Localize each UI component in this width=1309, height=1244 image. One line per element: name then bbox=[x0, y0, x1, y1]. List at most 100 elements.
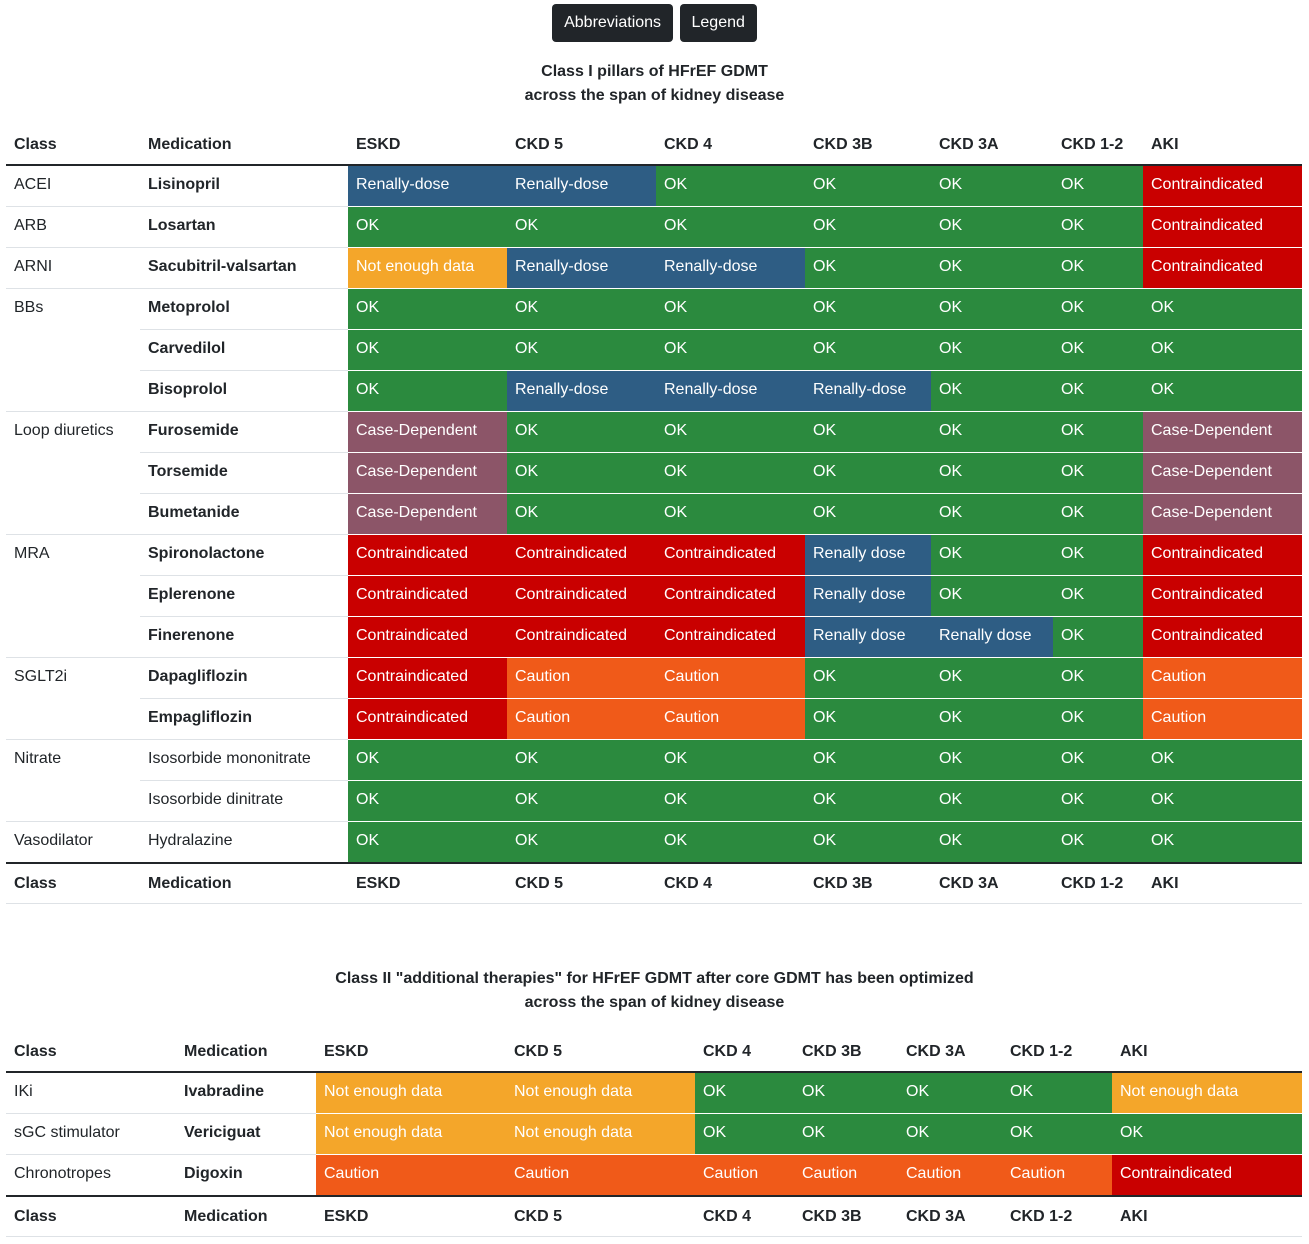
table1-title-line1: Class I pillars of HFrEF GDMT bbox=[541, 63, 768, 80]
status-cell-ckd-3a: OK bbox=[931, 206, 1053, 248]
status-cell-eskd: Contraindicated bbox=[348, 657, 507, 699]
status-cell-ckd-4: OK bbox=[656, 329, 805, 371]
class-cell: SGLT2i bbox=[14, 668, 68, 685]
status-cell-eskd: Not enough data bbox=[316, 1113, 506, 1155]
class-cell bbox=[6, 698, 140, 740]
status-cell-eskd: Caution bbox=[316, 1154, 506, 1197]
status-cell-aki: Contraindicated bbox=[1143, 616, 1302, 658]
status-cell-eskd: Case-Dependent bbox=[348, 411, 507, 453]
table2-title: Class II "additional therapies" for HFrE… bbox=[0, 967, 1309, 1015]
header-eskd: ESKD bbox=[348, 125, 507, 166]
table-row: ARNI Sacubitril-valsartan Not enough data R… bbox=[6, 247, 1302, 289]
table-row: Nitrate Isosorbide mononitrate OK OK OK OK OK O… bbox=[6, 739, 1302, 781]
status-cell-ckd-5: OK bbox=[507, 452, 656, 494]
status-cell-ckd-3a: Caution bbox=[898, 1154, 1002, 1197]
status-cell-ckd-3a: Renally dose bbox=[931, 616, 1053, 658]
footer-class: Class bbox=[6, 1195, 176, 1237]
status-cell-ckd-3a: OK bbox=[931, 329, 1053, 371]
footer-aki: AKI bbox=[1143, 862, 1302, 904]
class1-table: Class Medication ESKD CKD 5 CKD 4 CKD 3B CKD 3… bbox=[6, 125, 1302, 904]
status-cell-eskd: Contraindicated bbox=[348, 575, 507, 617]
header-aki: AKI bbox=[1112, 1032, 1302, 1073]
footer-medication: Medication bbox=[140, 862, 348, 904]
status-cell-ckd-3b: OK bbox=[805, 452, 931, 494]
table-row: IKi Ivabradine Not enough data Not enough d… bbox=[6, 1072, 1302, 1114]
toolbar: Abbreviations Legend bbox=[0, 0, 1309, 44]
medication-cell: Ivabradine bbox=[176, 1072, 316, 1114]
footer-ckd-3a: CKD 3A bbox=[898, 1195, 1002, 1237]
status-cell-ckd-3b: OK bbox=[794, 1072, 898, 1114]
medication-cell: Furosemide bbox=[140, 411, 348, 453]
status-cell-ckd-1-2: OK bbox=[1053, 247, 1143, 289]
footer-ckd-1-2: CKD 1-2 bbox=[1002, 1195, 1112, 1237]
status-cell-aki: OK bbox=[1143, 739, 1302, 781]
status-cell-ckd-3a: OK bbox=[931, 452, 1053, 494]
status-cell-ckd-3a: OK bbox=[931, 493, 1053, 535]
abbreviations-button[interactable]: Abbreviations bbox=[552, 4, 674, 42]
status-cell-ckd-1-2: OK bbox=[1053, 780, 1143, 822]
status-cell-ckd-3a: OK bbox=[931, 370, 1053, 412]
table-row: Finerenone Contraindicated Contraindicated… bbox=[6, 616, 1302, 658]
class-cell bbox=[6, 616, 140, 658]
status-cell-ckd-5: OK bbox=[507, 780, 656, 822]
status-cell-ckd-3a: OK bbox=[931, 657, 1053, 699]
table2-header-row: Class Medication ESKD CKD 5 CKD 4 CKD 3B CKD 3… bbox=[6, 1032, 1302, 1073]
status-cell-aki: Contraindicated bbox=[1143, 575, 1302, 617]
status-cell-ckd-3a: OK bbox=[931, 247, 1053, 289]
status-cell-eskd: OK bbox=[348, 739, 507, 781]
status-cell-ckd-3b: Caution bbox=[794, 1154, 898, 1197]
status-cell-ckd-5: Not enough data bbox=[506, 1113, 695, 1155]
status-cell-eskd: Case-Dependent bbox=[348, 493, 507, 535]
footer-ckd-3b: CKD 3B bbox=[805, 862, 931, 904]
table-row: Bumetanide Case-Dependent OK OK OK OK OK Case-D… bbox=[6, 493, 1302, 535]
status-cell-ckd-1-2: OK bbox=[1053, 165, 1143, 207]
header-aki: AKI bbox=[1143, 125, 1302, 166]
status-cell-ckd-3b: OK bbox=[805, 739, 931, 781]
table-row: BBs Metoprolol OK OK OK OK OK OK OK bbox=[6, 288, 1302, 330]
table2-body: IKi Ivabradine Not enough data Not enough d… bbox=[6, 1072, 1302, 1197]
status-cell-ckd-3b: OK bbox=[805, 329, 931, 371]
table1-title: Class I pillars of HFrEF GDMT across the… bbox=[0, 60, 1309, 108]
status-cell-ckd-3a: OK bbox=[931, 739, 1053, 781]
status-cell-ckd-3a: OK bbox=[931, 780, 1053, 822]
table-row: MRA Spironolactone Contraindicated Contrain… bbox=[6, 534, 1302, 576]
medication-cell: Eplerenone bbox=[140, 575, 348, 617]
status-cell-aki: OK bbox=[1112, 1113, 1302, 1155]
medication-cell: Isosorbide dinitrate bbox=[140, 780, 348, 822]
status-cell-ckd-5: Contraindicated bbox=[507, 616, 656, 658]
status-cell-aki: Contraindicated bbox=[1143, 247, 1302, 289]
table-row: sGC stimulator Vericiguat Not enough data N… bbox=[6, 1113, 1302, 1155]
table2-title-line1: Class II "additional therapies" for HFrE… bbox=[335, 970, 974, 987]
status-cell-ckd-1-2: Caution bbox=[1002, 1154, 1112, 1197]
footer-medication: Medication bbox=[176, 1195, 316, 1237]
status-cell-ckd-5: Contraindicated bbox=[507, 575, 656, 617]
status-cell-eskd: OK bbox=[348, 329, 507, 371]
class-cell bbox=[6, 780, 140, 822]
medication-cell: Lisinopril bbox=[140, 165, 348, 207]
status-cell-eskd: Contraindicated bbox=[348, 698, 507, 740]
status-cell-ckd-5: Caution bbox=[506, 1154, 695, 1197]
status-cell-aki: Case-Dependent bbox=[1143, 411, 1302, 453]
class-cell: Nitrate bbox=[14, 750, 62, 767]
table-row: SGLT2i Dapagliflozin Contraindicated Cautio… bbox=[6, 657, 1302, 699]
status-cell-ckd-4: Caution bbox=[656, 657, 805, 699]
status-cell-ckd-3a: OK bbox=[898, 1113, 1002, 1155]
status-cell-eskd: OK bbox=[348, 288, 507, 330]
status-cell-ckd-5: OK bbox=[507, 206, 656, 248]
table2-footer-row: Class Medication ESKD CKD 5 CKD 4 CKD 3B CKD 3… bbox=[6, 1195, 1302, 1237]
medication-cell: Spironolactone bbox=[140, 534, 348, 576]
legend-button[interactable]: Legend bbox=[679, 4, 757, 42]
status-cell-ckd-4: Renally-dose bbox=[656, 247, 805, 289]
status-cell-ckd-1-2: OK bbox=[1053, 616, 1143, 658]
status-cell-ckd-1-2: OK bbox=[1053, 698, 1143, 740]
table-row: Vasodilator Hydralazine OK OK OK OK OK OK OK bbox=[6, 821, 1302, 864]
footer-eskd: ESKD bbox=[316, 1195, 506, 1237]
status-cell-aki: OK bbox=[1143, 821, 1302, 864]
class-cell bbox=[6, 330, 140, 371]
medication-cell: Carvedilol bbox=[140, 329, 348, 371]
header-ckd-3b: CKD 3B bbox=[794, 1032, 898, 1073]
status-cell-ckd-3a: OK bbox=[931, 575, 1053, 617]
status-cell-ckd-1-2: OK bbox=[1053, 575, 1143, 617]
class-cell bbox=[6, 370, 140, 412]
class-cell bbox=[6, 453, 140, 494]
